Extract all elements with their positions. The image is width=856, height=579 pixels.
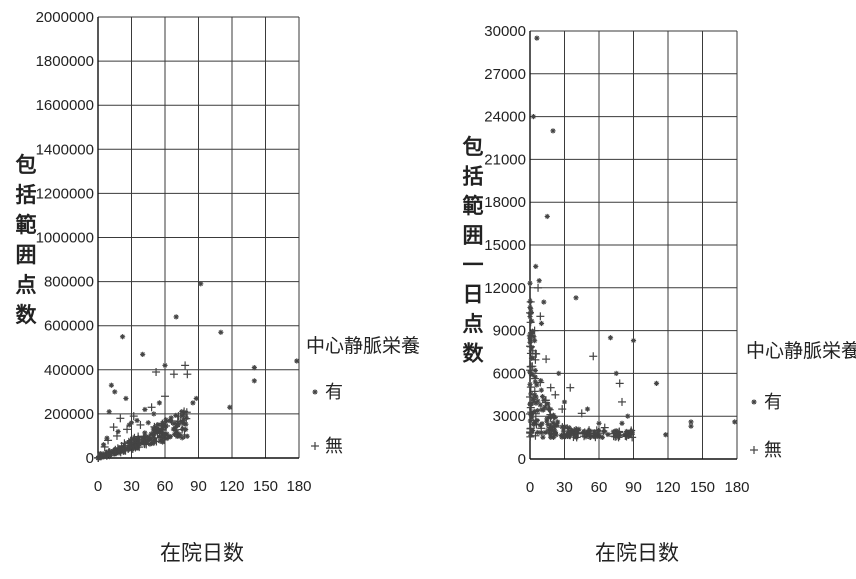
series-yes <box>531 36 737 438</box>
y-axis-label-char: 点 <box>16 273 37 297</box>
y-tick-label: 24000 <box>484 109 526 126</box>
x-tick-label: 150 <box>253 478 278 495</box>
y-tick-label: 1400000 <box>36 141 94 158</box>
y-axis-label-char: 数 <box>463 343 485 366</box>
y-tick-label: 9000 <box>493 323 526 340</box>
y-axis-label-char: 括 <box>16 184 37 207</box>
y-tick-label: 12000 <box>484 280 526 297</box>
x-tick-label: 90 <box>625 479 642 496</box>
y-axis-label-char: 点 <box>463 312 484 336</box>
legend-title: 中心静脈栄養 <box>306 335 420 357</box>
tick-labels: 0 3000 6000 9000 12000 15000 18000 21000 24000 27… <box>484 23 749 496</box>
legend-item: 無 <box>311 436 343 456</box>
x-axis-title: 在院日数 <box>160 542 244 565</box>
dense-point-cluster <box>526 281 636 442</box>
x-tick-label: 120 <box>655 479 680 496</box>
gridlines <box>98 17 299 458</box>
legend-label: 有 <box>325 382 343 402</box>
legend-label: 無 <box>764 440 782 460</box>
y-tick-label: 600000 <box>44 318 94 335</box>
y-axis-label-char: 括 <box>463 166 484 189</box>
y-tick-label: 3000 <box>493 408 526 425</box>
gridlines <box>530 31 737 459</box>
y-tick-label: 27000 <box>484 66 526 83</box>
x-tick-label: 0 <box>94 478 102 495</box>
y-tick-label: 1800000 <box>36 53 94 70</box>
y-axis-label-char: 囲 <box>463 225 484 248</box>
y-tick-label: 30000 <box>484 23 526 40</box>
y-tick-label: 15000 <box>484 237 526 254</box>
y-axis-label-char: 範 <box>16 213 37 237</box>
x-tick-label: 120 <box>219 478 244 495</box>
y-tick-label: 1000000 <box>36 230 94 247</box>
y-tick-label: 0 <box>518 451 526 468</box>
y-tick-label: 400000 <box>44 362 94 379</box>
y-tick-label: 1200000 <box>36 185 94 202</box>
y-axis-label-char: 囲 <box>16 244 37 267</box>
legend-item: 無 <box>750 440 782 460</box>
y-tick-label: 1600000 <box>36 97 94 114</box>
y-tick-label: 0 <box>86 450 94 467</box>
chart-1: 0 200000 400000 600000 800000 1000000 1200000 1… <box>16 9 421 565</box>
legend-title: 中心静脈栄養 <box>746 340 856 362</box>
chart-2: 0 3000 6000 9000 12000 15000 18000 21000 24000 27… <box>463 23 856 565</box>
y-tick-label: 200000 <box>44 406 94 423</box>
x-tick-label: 180 <box>286 478 311 495</box>
y-tick-label: 2000000 <box>36 9 94 26</box>
y-axis-label-char: 範 <box>463 194 484 218</box>
x-tick-label: 30 <box>556 479 573 496</box>
x-axis-title: 在院日数 <box>595 542 679 565</box>
y-axis-label-char: 包 <box>463 135 484 159</box>
legend-label: 有 <box>764 392 782 412</box>
y-tick-label: 800000 <box>44 274 94 291</box>
y-tick-label: 6000 <box>493 365 526 382</box>
y-axis-label-char: 数 <box>16 304 38 327</box>
series-no <box>528 284 635 435</box>
y-tick-label: 18000 <box>484 194 526 211</box>
legend-item: 有 <box>751 392 782 412</box>
y-axis-label-char: 包 <box>16 153 37 177</box>
legend-item: 有 <box>312 382 343 402</box>
x-tick-label: 60 <box>591 479 608 496</box>
x-tick-label: 0 <box>526 479 534 496</box>
x-tick-label: 30 <box>123 478 140 495</box>
legend-label: 無 <box>325 436 343 456</box>
x-tick-label: 150 <box>690 479 715 496</box>
y-axis-label-char: 一 <box>463 254 484 277</box>
y-tick-label: 21000 <box>484 151 526 168</box>
x-tick-label: 60 <box>157 478 174 495</box>
x-tick-label: 180 <box>724 479 749 496</box>
x-tick-label: 90 <box>190 478 207 495</box>
y-axis-label-char: 日 <box>463 284 484 307</box>
